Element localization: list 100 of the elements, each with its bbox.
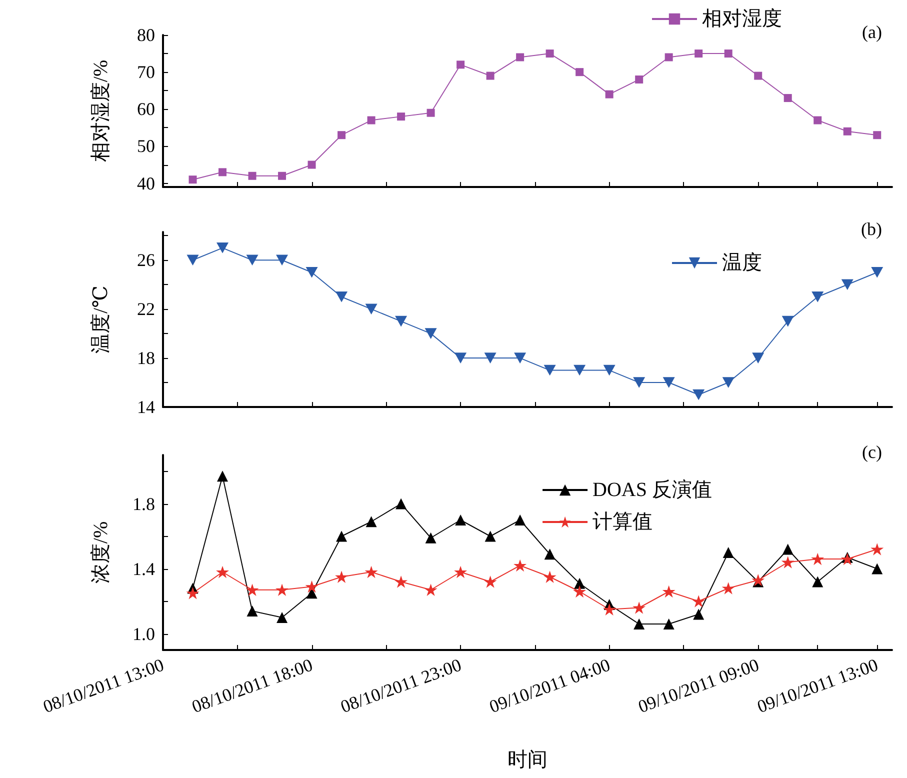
point (454, 566, 468, 578)
point (426, 108, 435, 117)
point (364, 566, 378, 578)
y-tick-label: 14 (137, 397, 155, 417)
x-axis-title: 时间 (508, 749, 548, 771)
point (365, 304, 378, 314)
y-tick-label: 1.8 (132, 494, 155, 514)
point (543, 570, 556, 584)
point (840, 552, 854, 566)
point (484, 352, 496, 364)
point (395, 316, 408, 327)
point (634, 618, 645, 630)
point (843, 127, 852, 136)
y-tick-label: 18 (137, 348, 155, 368)
point (871, 266, 884, 278)
point (692, 389, 705, 400)
point (605, 90, 614, 98)
point (782, 316, 794, 327)
point (872, 563, 883, 574)
point (456, 60, 465, 69)
point (246, 584, 259, 596)
point (812, 291, 824, 302)
point (752, 574, 765, 586)
point (663, 618, 674, 630)
legend-label: 相对湿度 (702, 8, 782, 30)
point (574, 578, 586, 589)
point (424, 584, 438, 596)
point (633, 377, 646, 388)
point (335, 570, 348, 584)
annotation: (a) (862, 22, 882, 42)
point (276, 584, 289, 596)
annotation: (b) (861, 219, 882, 239)
point (336, 530, 348, 542)
point (336, 291, 348, 302)
point (514, 559, 527, 572)
point (305, 580, 318, 593)
point (662, 377, 675, 388)
y-axis-title: 浓度/% (90, 521, 112, 584)
point (486, 72, 494, 80)
y-tick-label: 1.4 (132, 558, 155, 579)
point (544, 548, 556, 560)
y-tick-label: 40 (137, 173, 155, 194)
point (186, 586, 200, 600)
point (692, 595, 706, 608)
point (276, 254, 288, 266)
point (632, 602, 646, 614)
y-tick-label: 80 (137, 25, 155, 45)
point (812, 576, 824, 588)
point (424, 328, 437, 339)
point (516, 53, 524, 62)
y-tick-label: 22 (137, 299, 155, 320)
point (276, 612, 288, 623)
point (781, 556, 794, 568)
point (367, 116, 376, 124)
point (278, 172, 286, 180)
point (693, 608, 704, 620)
point (248, 172, 256, 180)
point (216, 242, 229, 254)
point (603, 364, 616, 376)
point (188, 176, 197, 184)
point (602, 603, 616, 616)
point (218, 168, 227, 176)
legend-label: 温度 (722, 252, 762, 274)
point (664, 53, 673, 62)
point (396, 498, 407, 510)
point (425, 532, 436, 544)
point (782, 544, 794, 555)
point (514, 352, 526, 364)
point (546, 50, 554, 58)
y-axis-title: 相对湿度/% (90, 60, 112, 162)
point (814, 116, 822, 124)
point (574, 364, 586, 376)
y-axis-title: 温度/℃ (90, 286, 112, 354)
point (576, 68, 584, 76)
point (308, 160, 316, 169)
point (366, 516, 377, 528)
point (544, 364, 556, 376)
point (186, 254, 199, 266)
point (784, 94, 792, 102)
point (216, 566, 230, 578)
point (246, 254, 258, 266)
point (306, 266, 318, 278)
y-tick-label: 60 (137, 99, 155, 120)
point (484, 576, 497, 588)
point (484, 530, 496, 542)
point (217, 470, 228, 482)
point (724, 50, 732, 58)
point (394, 576, 408, 588)
point (811, 552, 824, 566)
point (338, 131, 346, 140)
y-tick-label: 50 (137, 136, 155, 156)
point (454, 352, 467, 364)
point (870, 543, 884, 556)
point (246, 606, 258, 616)
y-tick-label: 70 (137, 62, 155, 82)
point (573, 585, 586, 598)
point (514, 514, 526, 526)
point (841, 279, 854, 290)
point (455, 514, 466, 526)
annotation: (c) (862, 442, 882, 462)
